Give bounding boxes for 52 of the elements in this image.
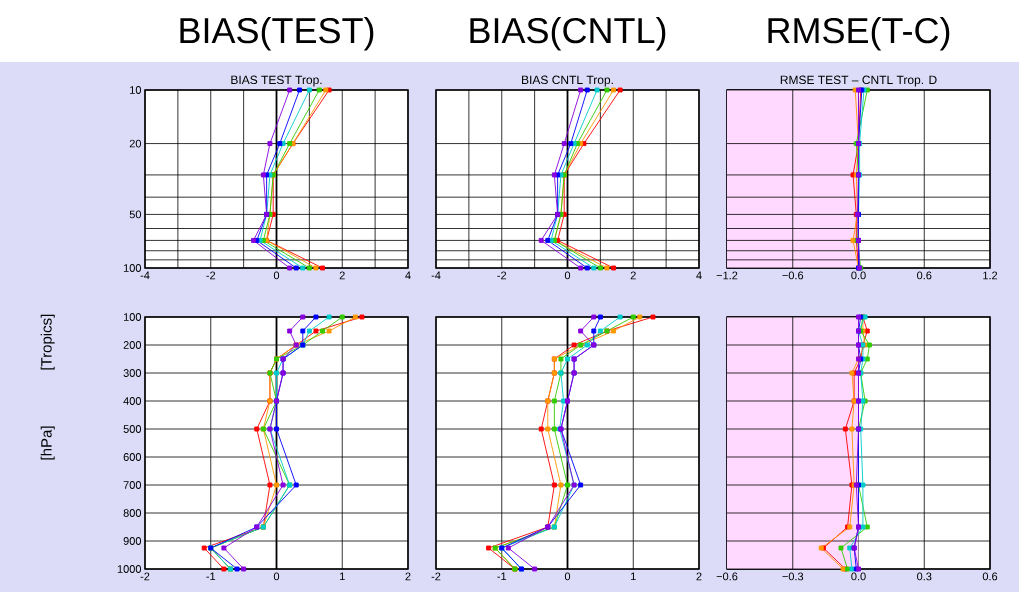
y-tick-label: 10 [130,86,142,94]
x-tick-label: 4 [405,271,411,280]
y-tick-label: 100 [123,264,142,272]
x-tick-label: 1 [631,572,636,581]
x-tick-label: 0 [273,271,280,280]
x-tick-label: 0.0 [851,271,866,280]
x-tick-label: -2 [431,572,441,581]
x-tick-label: 0.6 [982,572,998,581]
x-tick-label: 0.0 [851,572,866,581]
x-tick-label: 0 [564,271,571,280]
y-tick-label: 600 [123,453,142,461]
x-tick-label: 0 [273,572,280,581]
x-tick-label: 1.2 [983,271,998,280]
y-tick-label: 300 [123,369,142,377]
x-tick-label: 2 [405,572,411,581]
x-tick-label: 2 [339,271,345,280]
x-tick-label: 0 [564,572,571,581]
y-tick-label: 20 [129,139,142,148]
y-tick-label: 50 [129,210,142,219]
x-tick-label: -2 [497,271,507,280]
x-tick-label: 1 [340,572,345,581]
x-tick-label: -1 [206,572,216,581]
x-tick-label: 0.6 [917,271,932,280]
x-tick-label: 4 [696,271,702,280]
y-tick-label: 800 [123,509,142,517]
x-tick-label: 0.3 [917,572,932,581]
chart-subtitle: RMSE TEST – CNTL Trop. D [780,75,937,87]
x-tick-label: -2 [206,271,216,280]
x-tick-label: -4 [431,271,441,280]
y-tick-label: 900 [123,537,142,545]
y-tick-label: 500 [123,425,142,433]
x-tick-label: −0.3 [782,572,804,581]
x-tick-label: -1 [497,572,507,581]
chart-title: BIAS(CNTL) [470,16,666,51]
x-tick-label: 2 [630,271,636,280]
chart-title: BIAS(TEST) [180,16,374,51]
chart-title: RMSE(T-C) [768,16,950,51]
x-tick-label: 2 [696,572,702,581]
chart-subtitle: BIAS CNTL Trop. [522,75,613,87]
y-axis-title: [hPa] [40,426,55,460]
text: [Tropics] [40,314,55,370]
x-tick-label: -4 [140,271,150,280]
x-tick-label: −1.2 [716,271,738,280]
y-tick-label: 1000 [117,565,142,573]
chart-subtitle: BIAS TEST Trop. [231,75,322,87]
x-tick-label: −0.6 [716,572,738,581]
y-tick-label: 400 [123,397,142,405]
y-tick-label: 700 [123,481,142,489]
y-tick-label: 200 [123,341,142,349]
x-tick-label: -2 [140,572,150,581]
y-tick-label: 100 [123,313,142,321]
x-tick-label: −0.6 [782,271,804,280]
